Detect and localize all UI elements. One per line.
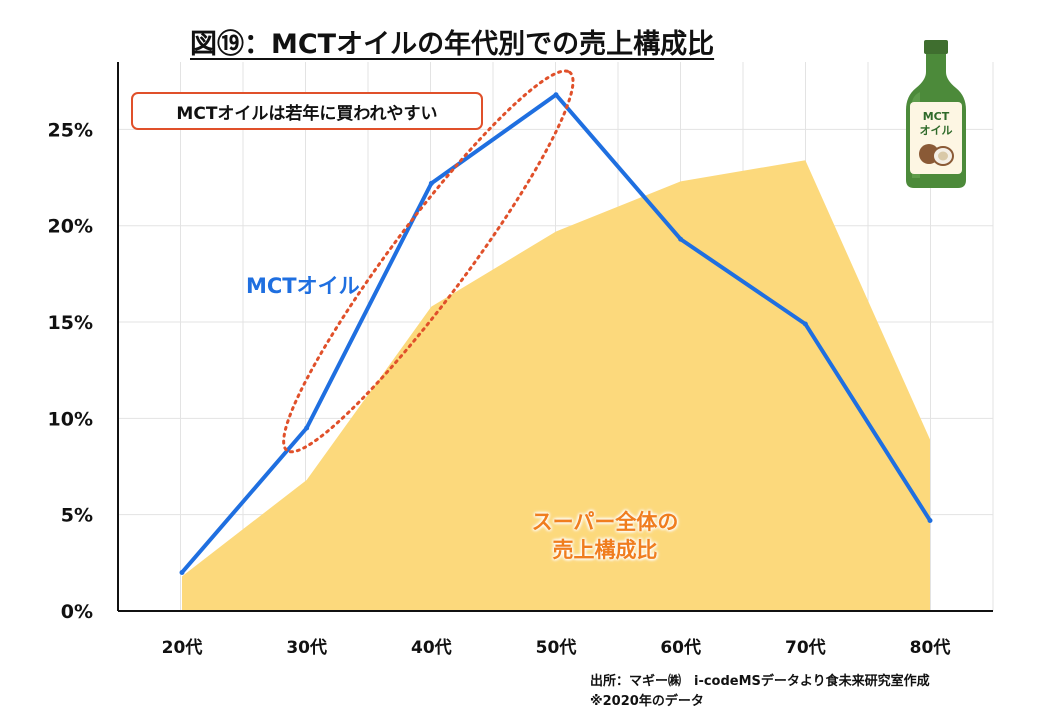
x-tick-label: 30代 xyxy=(286,637,327,658)
series-label-mct: MCTオイル xyxy=(246,274,360,298)
y-tick-label: 10% xyxy=(48,408,93,430)
x-tick-label: 50代 xyxy=(536,637,577,658)
series-label-supermarket-line2: 売上構成比 xyxy=(552,538,658,562)
x-tick-label: 20代 xyxy=(162,637,203,658)
annotation-box: MCTオイルは若年に買われやすい xyxy=(131,92,483,130)
mct-oil-point xyxy=(304,425,310,431)
series-label-supermarket: スーパー全体の 売上構成比 xyxy=(505,508,705,564)
mct-oil-point xyxy=(179,569,185,575)
bottle-label-line1: MCT xyxy=(923,110,950,123)
x-tick-label: 80代 xyxy=(910,637,951,658)
year-note: ※2020年のデータ xyxy=(590,694,704,709)
mct-oil-bottle-icon: MCT オイル xyxy=(906,40,966,188)
y-tick-label: 15% xyxy=(48,312,93,334)
bottle-label-line2: オイル xyxy=(920,124,953,137)
series-label-supermarket-line1: スーパー全体の xyxy=(531,510,679,534)
source-line: 出所：マギー㈱ i-codeMSデータより食未来研究室作成 xyxy=(590,674,930,689)
mct-oil-point xyxy=(678,236,684,242)
mct-oil-point xyxy=(553,92,559,98)
y-tick-label: 25% xyxy=(48,119,93,141)
source-note: 出所：マギー㈱ i-codeMSデータより食未来研究室作成 ※2020年のデータ xyxy=(590,672,930,712)
highlight-ellipse xyxy=(282,69,575,454)
x-tick-label: 60代 xyxy=(660,637,701,658)
mct-oil-point xyxy=(802,321,808,327)
mct-oil-point xyxy=(428,180,434,186)
mct-oil-point xyxy=(927,517,933,523)
y-tick-label: 5% xyxy=(61,505,93,527)
x-tick-label: 40代 xyxy=(411,637,452,658)
chart-title: 図⑲：MCTオイルの年代別での売上構成比 xyxy=(190,29,715,60)
supermarket-share-area xyxy=(182,160,930,611)
y-tick-label: 20% xyxy=(48,216,93,238)
x-tick-label: 70代 xyxy=(785,637,826,658)
y-tick-label: 0% xyxy=(61,601,93,623)
bottle-cap xyxy=(924,40,948,54)
